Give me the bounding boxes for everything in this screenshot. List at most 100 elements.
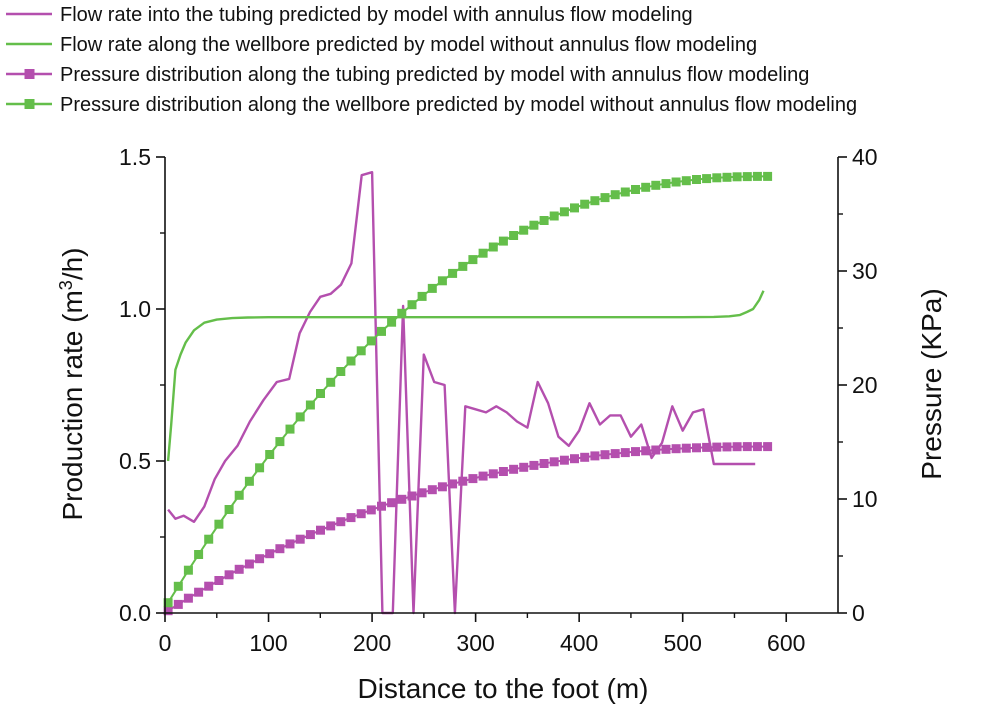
series-marker-2 (173, 599, 183, 609)
series-marker-2 (397, 494, 407, 504)
y-right-tick-label: 40 (852, 144, 878, 170)
series-marker-3 (366, 336, 376, 346)
series-marker-3 (651, 180, 661, 190)
series-marker-3 (641, 182, 651, 192)
series-marker-2 (285, 539, 295, 549)
series-marker-3 (377, 326, 386, 336)
series-marker-3 (620, 187, 630, 197)
series-marker-2 (366, 505, 376, 515)
x-tick-label: 100 (249, 630, 287, 656)
series-marker-2 (620, 448, 630, 458)
series-marker-3 (448, 268, 458, 278)
series-marker-3 (519, 225, 529, 235)
series-marker-3 (752, 171, 762, 181)
series-marker-3 (163, 598, 173, 608)
series-marker-2 (671, 444, 681, 454)
series-line-3 (167, 175, 768, 604)
series-marker-3 (244, 476, 254, 486)
legend-label-0: Flow rate into the tubing predicted by m… (60, 4, 693, 26)
series-marker-3 (427, 283, 437, 293)
series-marker-2 (387, 498, 397, 508)
y-axis-left-label-prefix: Production rate (m (57, 290, 88, 520)
series-marker-2 (407, 491, 417, 501)
series-marker-3 (326, 377, 336, 387)
series-marker-2 (681, 443, 691, 453)
y-left-tick-label: 1.0 (119, 296, 151, 322)
y-right-tick-label: 0 (852, 600, 865, 626)
series-marker-2 (448, 479, 458, 489)
series-marker-3 (671, 177, 681, 187)
series-marker-3 (600, 193, 610, 203)
series-marker-3 (204, 534, 214, 544)
y-left-tick-label: 0.0 (119, 600, 151, 626)
y-left-tick-label: 1.5 (119, 144, 151, 170)
legend-item-1: Flow rate along the wellbore predicted b… (6, 34, 757, 56)
series-marker-2 (255, 554, 265, 564)
series-marker-3 (529, 220, 539, 230)
series-marker-3 (580, 199, 590, 209)
y-axis-left-label: Production rate (m3/h) (56, 247, 88, 520)
legend-item-3: Pressure distribution along the wellbore… (6, 94, 857, 116)
series-marker-2 (742, 442, 752, 452)
series-marker-3 (397, 308, 407, 318)
series-marker-2 (580, 452, 590, 462)
series-marker-3 (722, 172, 732, 182)
series-marker-3 (234, 490, 244, 500)
series-marker-3 (458, 261, 468, 271)
y-right-tick-label: 20 (852, 372, 878, 398)
x-tick-label: 400 (560, 630, 598, 656)
series-marker-3 (610, 190, 620, 200)
series-marker-2 (559, 455, 569, 465)
y-axis-left-label-sup: 3 (56, 280, 76, 290)
series-line-1 (166, 290, 765, 462)
series-marker-3 (498, 236, 508, 246)
series-marker-3 (255, 463, 265, 473)
y-axis-left-label-suffix: /h) (57, 247, 88, 280)
series-marker-2 (570, 454, 579, 464)
series-marker-3 (570, 203, 579, 213)
series-marker-2 (214, 576, 224, 585)
series-marker-3 (712, 173, 722, 183)
x-axis-label: Distance to the foot (m) (357, 673, 648, 704)
legend-marker-2 (24, 69, 35, 79)
series-marker-3 (417, 291, 427, 301)
y-left-tick-label: 0.5 (119, 448, 151, 474)
series-marker-3 (346, 356, 356, 366)
series-line-0 (167, 171, 756, 615)
series-marker-2 (316, 525, 325, 535)
legend: Flow rate into the tubing predicted by m… (6, 4, 857, 116)
series-marker-2 (468, 474, 478, 484)
x-tick-label: 600 (767, 630, 805, 656)
series-marker-2 (356, 509, 366, 519)
series-marker-3 (407, 300, 417, 310)
plot-series (163, 171, 773, 616)
series-marker-3 (590, 196, 600, 206)
series-marker-3 (549, 211, 559, 221)
x-tick-label: 500 (664, 630, 702, 656)
series-marker-3 (702, 174, 712, 184)
series-marker-3 (224, 505, 234, 514)
series-marker-2 (763, 442, 773, 452)
series-marker-2 (641, 446, 651, 456)
x-tick-label: 0 (159, 630, 172, 656)
series-marker-3 (661, 179, 671, 189)
series-marker-2 (661, 444, 671, 454)
series-marker-3 (692, 175, 701, 184)
legend-label-2: Pressure distribution along the tubing p… (60, 64, 809, 86)
series-marker-2 (651, 445, 661, 455)
series-marker-3 (468, 255, 478, 265)
series-marker-3 (488, 242, 498, 252)
series-marker-3 (742, 172, 752, 182)
series-marker-2 (183, 593, 193, 603)
axis-labels: Distance to the foot (m) Production rate… (56, 247, 947, 704)
series-marker-2 (336, 517, 346, 527)
series-marker-2 (244, 559, 254, 569)
series-marker-3 (214, 519, 224, 529)
legend-label-3: Pressure distribution along the wellbore… (60, 94, 857, 116)
series-marker-2 (305, 530, 315, 540)
series-marker-3 (631, 185, 640, 194)
series-marker-2 (204, 581, 214, 591)
series-marker-3 (265, 450, 275, 459)
series-marker-2 (692, 443, 701, 453)
